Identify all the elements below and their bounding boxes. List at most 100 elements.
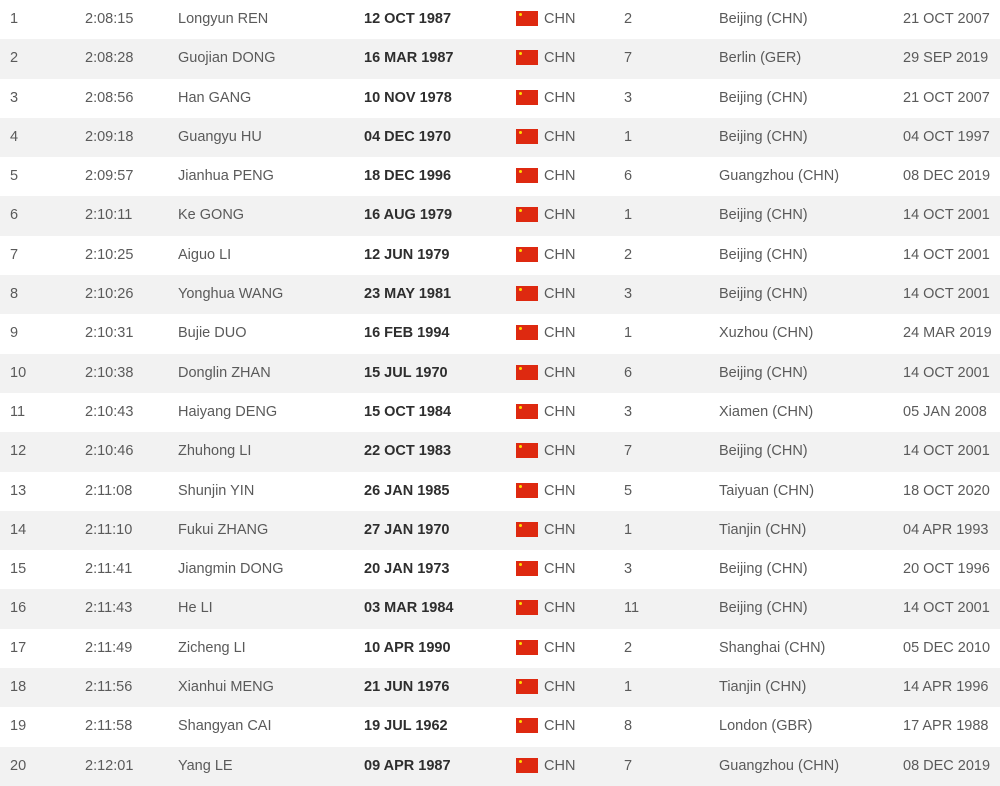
- time-cell: 2:10:46: [85, 443, 134, 460]
- nationality: CHN: [544, 600, 576, 617]
- athlete-name[interactable]: Yonghua WANG: [178, 286, 284, 303]
- table-row: 7 2:10:25 Aiguo LI 12 JUN 1979 CHN 2 Beijing (…: [0, 236, 1000, 275]
- venue-cell: Beijing (CHN): [719, 207, 808, 224]
- nationality: CHN: [544, 679, 576, 696]
- nationality: CHN: [544, 561, 576, 578]
- time-cell: 2:10:43: [85, 403, 134, 420]
- date-cell: 05 JAN 2008: [903, 403, 987, 420]
- table-row: 8 2:10:26 Yonghua WANG 23 MAY 1981 CHN 3 Beiji…: [0, 275, 1000, 315]
- place-cell: 1: [624, 521, 633, 538]
- athlete-name[interactable]: Aiguo LI: [178, 246, 232, 263]
- china-flag-icon: [516, 50, 538, 66]
- time-cell: 2:11:58: [85, 718, 133, 735]
- athlete-name[interactable]: Shangyan CAI: [178, 718, 272, 735]
- table-row: 17 2:11:49 Zicheng LI 10 APR 1990 CHN 2 Shangh…: [0, 629, 1000, 668]
- nationality: CHN: [544, 207, 576, 224]
- china-flag-icon: [516, 11, 538, 26]
- date-of-birth: 12 JUN 1979: [364, 246, 450, 263]
- rank-cell: 4: [10, 128, 19, 145]
- date-of-birth: 23 MAY 1981: [364, 286, 452, 303]
- nationality: CHN: [544, 325, 576, 342]
- china-flag-icon: [516, 89, 538, 105]
- venue-cell: Xiamen (CHN): [719, 403, 814, 420]
- china-flag-icon: [516, 521, 538, 537]
- rank-cell: 2: [10, 50, 19, 67]
- venue-cell: Beijing (CHN): [719, 246, 808, 263]
- athlete-name[interactable]: Jianhua PENG: [178, 168, 274, 185]
- athlete-name[interactable]: Xianhui MENG: [178, 679, 274, 696]
- athlete-name[interactable]: Haiyang DENG: [178, 403, 278, 420]
- rank-cell: 16: [10, 600, 27, 617]
- athlete-name[interactable]: Han GANG: [178, 89, 252, 106]
- athlete-name[interactable]: Ke GONG: [178, 207, 245, 224]
- rank-cell: 3: [10, 89, 19, 106]
- venue-cell: Beijing (CHN): [719, 443, 808, 460]
- china-flag-icon: [516, 561, 538, 577]
- athlete-name[interactable]: Fukui ZHANG: [178, 521, 269, 538]
- date-of-birth: 19 JUL 1962: [364, 718, 448, 735]
- nationality: CHN: [544, 757, 576, 774]
- date-of-birth: 21 JUN 1976: [364, 679, 450, 696]
- athlete-name[interactable]: Guojian DONG: [178, 50, 276, 67]
- date-cell: 20 OCT 1996: [903, 561, 990, 578]
- nationality: CHN: [544, 443, 576, 460]
- table-row: 12 2:10:46 Zhuhong LI 22 OCT 1983 CHN 7 Beijin…: [0, 432, 1000, 472]
- venue-cell: Taiyuan (CHN): [719, 482, 815, 499]
- date-cell: 21 OCT 2007: [903, 11, 990, 27]
- venue-cell: Tianjin (CHN): [719, 679, 807, 696]
- date-cell: 24 MAR 2019: [903, 325, 992, 342]
- athlete-name[interactable]: Zhuhong LI: [178, 443, 252, 460]
- table-row: 10 2:10:38 Donglin ZHAN 15 JUL 1970 CHN 6 Beij…: [0, 353, 1000, 393]
- china-flag-icon: [516, 128, 538, 144]
- date-of-birth: 26 JAN 1985: [364, 482, 450, 499]
- date-of-birth: 16 AUG 1979: [364, 207, 453, 224]
- date-of-birth: 20 JAN 1973: [364, 561, 450, 578]
- athlete-name[interactable]: Zicheng LI: [178, 639, 246, 656]
- nationality: CHN: [544, 482, 576, 499]
- nationality: CHN: [544, 521, 576, 538]
- rank-cell: 15: [10, 561, 27, 578]
- date-of-birth: 22 OCT 1983: [364, 443, 452, 460]
- date-of-birth: 15 JUL 1970: [364, 364, 448, 381]
- athlete-name[interactable]: Jiangmin DONG: [178, 561, 284, 578]
- china-flag-icon: [516, 718, 538, 734]
- athlete-name[interactable]: Shunjin YIN: [178, 482, 255, 499]
- rank-cell: 5: [10, 168, 19, 185]
- time-cell: 2:09:18: [85, 128, 134, 145]
- place-cell: 1: [624, 325, 633, 342]
- nationality: CHN: [544, 718, 576, 735]
- table-row: 13 2:11:08 Shunjin YIN 26 JAN 1985 CHN 5 Taiyu…: [0, 472, 1000, 511]
- nationality: CHN: [544, 639, 576, 656]
- date-cell: 14 APR 1996: [903, 679, 989, 696]
- venue-cell: Beijing (CHN): [719, 11, 808, 27]
- date-cell: 04 APR 1993: [903, 521, 989, 538]
- china-flag-icon: [516, 757, 538, 773]
- place-cell: 1: [624, 679, 633, 696]
- athlete-name[interactable]: Longyun REN: [178, 11, 269, 27]
- time-cell: 2:12:01: [85, 757, 134, 774]
- time-cell: 2:08:28: [85, 50, 134, 67]
- athlete-name[interactable]: He LI: [178, 600, 213, 617]
- venue-cell: Tianjin (CHN): [719, 521, 807, 538]
- rank-cell: 12: [10, 443, 27, 460]
- china-flag-icon: [516, 443, 538, 459]
- athlete-name[interactable]: Bujie DUO: [178, 325, 247, 342]
- venue-cell: Guangzhou (CHN): [719, 757, 840, 774]
- china-flag-icon: [516, 286, 538, 302]
- athlete-name[interactable]: Donglin ZHAN: [178, 364, 271, 381]
- venue-cell: London (GBR): [719, 718, 813, 735]
- athlete-name[interactable]: Guangyu HU: [178, 128, 262, 145]
- date-cell: 08 DEC 2019: [903, 168, 991, 185]
- date-cell: 05 DEC 2010: [903, 639, 991, 656]
- time-cell: 2:10:11: [85, 207, 133, 224]
- place-cell: 2: [624, 246, 633, 263]
- time-cell: 2:10:31: [85, 325, 134, 342]
- date-of-birth: 15 OCT 1984: [364, 403, 452, 420]
- time-cell: 2:10:25: [85, 246, 134, 263]
- place-cell: 1: [624, 207, 633, 224]
- place-cell: 3: [624, 403, 633, 420]
- date-cell: 21 OCT 2007: [903, 89, 990, 106]
- athlete-name[interactable]: Yang LE: [178, 757, 233, 774]
- rank-cell: 20: [10, 757, 27, 774]
